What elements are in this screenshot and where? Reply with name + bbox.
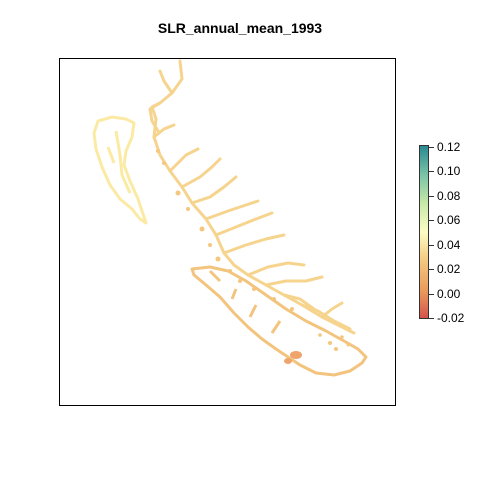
- coastline-map: [60, 59, 396, 406]
- scale-tick-label: 0.08: [437, 189, 460, 203]
- map-panel: [59, 58, 396, 406]
- scale-tick: [429, 196, 434, 197]
- scale-tick-label: 0.02: [437, 262, 460, 276]
- scale-tick: [429, 294, 434, 295]
- scale-tick-label: 0.06: [437, 213, 460, 227]
- scale-tick-label: -0.02: [437, 311, 464, 325]
- color-scale-bar: [419, 145, 429, 319]
- map-title: SLR_annual_mean_1993: [0, 20, 480, 36]
- scale-tick: [429, 269, 434, 270]
- scale-tick-label: 0.10: [437, 164, 460, 178]
- scale-tick-label: 0.12: [437, 140, 460, 154]
- scale-tick-label: 0.00: [437, 287, 460, 301]
- scale-tick: [429, 220, 434, 221]
- scale-tick-label: 0.04: [437, 238, 460, 252]
- scale-tick: [429, 171, 434, 172]
- scale-tick: [429, 245, 434, 246]
- scale-tick: [429, 318, 434, 319]
- scale-tick: [429, 147, 434, 148]
- haida-gwaii-coastline: [94, 117, 146, 223]
- mainland-coastline: [150, 61, 354, 333]
